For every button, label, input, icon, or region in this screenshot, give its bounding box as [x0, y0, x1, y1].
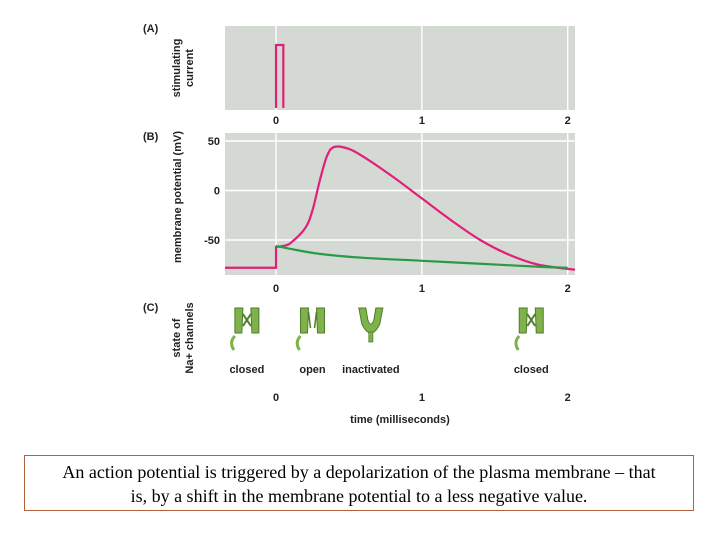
- channel-gate-2: [368, 331, 374, 343]
- channel-state-label-2: inactivated: [342, 364, 399, 376]
- na-channel-closed-icon-3: [514, 307, 544, 351]
- panel-a-x-tick-label-2: 2: [565, 115, 571, 127]
- channel-body-2: [358, 307, 384, 334]
- panel-c-x-tick-label-2: 2: [565, 392, 571, 404]
- panel-a-x-tick-label-1: 1: [419, 115, 425, 127]
- panel-c-x-ticks: 0 1 2: [273, 392, 571, 404]
- panel-a-x-ticks: 0 1 2: [273, 115, 571, 127]
- channel-gate-0: [242, 313, 252, 327]
- channel-state-label-0: closed: [229, 364, 264, 376]
- panel-b-x-tick-label-2: 2: [565, 283, 571, 295]
- panel-a-ylabel-line1: stimulating: [171, 39, 183, 98]
- panel-a: (A) stimulating current 0 1 2: [143, 23, 575, 127]
- channel-gate-1: [307, 311, 318, 329]
- panel-b-gridlines: [225, 133, 575, 275]
- panel-a-ylabel-line2: current: [184, 49, 196, 87]
- panel-b-x-tick-label-0: 0: [273, 283, 279, 295]
- channel-gate-3: [526, 313, 537, 327]
- channel-inactivation-ball-3: [514, 334, 521, 351]
- figure-canvas: (A) stimulating current 0 1 2 (B) membrane…: [143, 23, 576, 426]
- panel-b-series-line-1: [275, 244, 568, 269]
- na-channel-inactivated-icon-2: [358, 307, 384, 343]
- panel-b-label: (B): [143, 131, 159, 143]
- panel-b-y-ticks: 50 0 -50: [204, 136, 220, 247]
- na-channel-open-icon-1: [295, 307, 325, 351]
- panel-c-ylabel-line2: Na+ channels: [184, 302, 196, 373]
- channel-left-subunit-1: [300, 307, 310, 334]
- panel-b-background: [225, 133, 575, 275]
- panel-b-x-ticks: 0 1 2: [273, 283, 571, 295]
- panel-b-y-tick-label-1: 0: [214, 186, 220, 198]
- panel-a-x-tick-label-0: 0: [273, 115, 279, 127]
- caption-box: An action potential is triggered by a de…: [24, 455, 694, 511]
- channel-left-subunit-3: [518, 307, 528, 334]
- caption-line-2: is, by a shift in the membrane potential…: [130, 486, 588, 506]
- channel-inactivation-ball-0: [230, 334, 236, 351]
- panel-b-x-tick-label-1: 1: [419, 283, 425, 295]
- panel-a-label: (A): [143, 23, 159, 35]
- panel-a-series-line-0: [274, 43, 285, 108]
- panel-a-series: [274, 43, 285, 108]
- panel-b-ylabel: membrane potential (mV): [172, 131, 184, 263]
- panel-c-ylabel-line1: state of: [171, 318, 183, 357]
- panel-c-x-tick-label-0: 0: [273, 392, 279, 404]
- channel-right-subunit-1: [315, 307, 325, 334]
- panel-c-label: (C): [143, 302, 159, 314]
- panel-b-series-line-0: [225, 145, 576, 271]
- x-axis-title: time (milliseconds): [350, 414, 450, 426]
- panel-b: (B) membrane potential (mV) 50 0 -50 0 1 2: [143, 131, 576, 295]
- channel-state-label-1: open: [299, 364, 326, 376]
- panel-b-y-tick-label-2: -50: [204, 235, 220, 247]
- panel-b-series: [225, 145, 576, 271]
- channel-inactivation-ball-1: [295, 334, 302, 351]
- channel-right-subunit-3: [534, 307, 544, 334]
- channel-left-subunit-0: [234, 307, 244, 334]
- na-channel-closed-icon-0: [230, 307, 260, 351]
- channel-state-label-3: closed: [514, 364, 549, 376]
- panel-c: (C) state of Na+ channels closed open inac…: [143, 302, 571, 426]
- channel-right-subunit-0: [250, 307, 260, 334]
- panel-a-background: [225, 26, 575, 110]
- panel-c-x-tick-label-1: 1: [419, 392, 425, 404]
- caption-line-1: An action potential is triggered by a de…: [62, 462, 656, 482]
- panel-c-channel-states: closed open inactivated closed: [229, 307, 549, 376]
- panel-b-y-tick-label-0: 50: [208, 136, 220, 148]
